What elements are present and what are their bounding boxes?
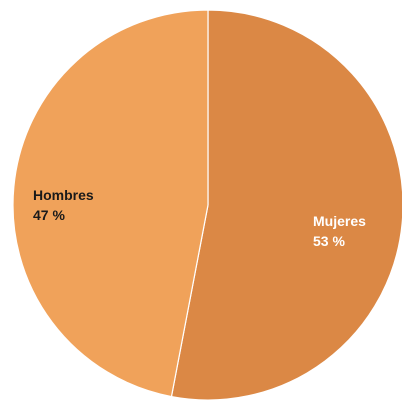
- slice-percent-hombres: 47 %: [33, 207, 65, 223]
- pie-slice-hombres: [12, 9, 209, 398]
- slice-label-hombres: Hombres: [33, 187, 94, 203]
- slice-label-mujeres: Mujeres: [313, 213, 366, 229]
- slice-percent-mujeres: 53 %: [313, 233, 345, 249]
- pie-slice-mujeres: [170, 9, 402, 401]
